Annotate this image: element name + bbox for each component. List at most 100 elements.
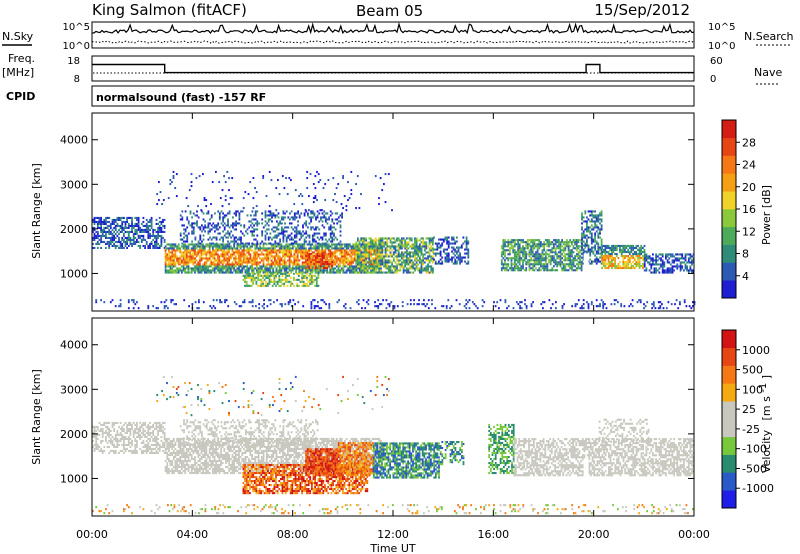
scatter-cell [119, 242, 122, 245]
scatter-cell [324, 234, 327, 237]
scatter-cell [407, 243, 410, 246]
scatter-cell [149, 242, 151, 245]
scatter-cell [671, 269, 674, 272]
scatter-cell [381, 261, 384, 264]
scatter-cell [145, 222, 148, 225]
scatter-cell [124, 240, 127, 243]
scatter-cell [139, 228, 142, 231]
scatter-cell [601, 259, 603, 262]
scatter-cell [320, 216, 322, 219]
scatter-cell [212, 222, 215, 225]
scatter-cell [467, 262, 470, 265]
scatter-cell [652, 261, 654, 264]
cpid-value: normalsound (fast) -157 RF [96, 91, 266, 104]
scatter-cell [264, 216, 267, 219]
scatter-cell [597, 242, 600, 245]
scatter-cell [126, 216, 128, 219]
scatter-cell [687, 261, 690, 264]
scatter-cell [131, 226, 133, 229]
scatter-cell [525, 241, 528, 244]
scatter-cell [433, 258, 435, 261]
scatter-cell [559, 259, 562, 262]
scatter-cell [452, 256, 455, 259]
scatter-cell [288, 249, 291, 252]
scatter-cell [227, 212, 229, 215]
scatter-cell [321, 216, 324, 219]
scatter-cell [668, 269, 671, 272]
scatter-cell [318, 247, 320, 250]
scatter-cell [379, 263, 382, 266]
scatter-cell [428, 255, 431, 258]
scatter-cell [567, 241, 570, 244]
scatter-cell [187, 232, 190, 235]
scatter-cell [215, 267, 218, 270]
scatter-cell [355, 263, 358, 266]
scatter-cell [293, 234, 296, 237]
scatter-cell [324, 249, 327, 252]
scatter-cell [124, 224, 127, 227]
scatter-cell [189, 253, 191, 256]
scatter-cell [144, 224, 146, 227]
scatter-cell [200, 269, 203, 272]
scatter-cell [239, 257, 242, 260]
scatter-cell [541, 249, 544, 252]
scatter-cell [92, 246, 94, 249]
scatter-cell [195, 253, 198, 256]
scatter-cell [522, 249, 524, 252]
scatter-cell [589, 258, 592, 261]
scatter-cell [571, 267, 573, 270]
scatter-cell [285, 240, 288, 243]
scatter-cell [233, 263, 235, 266]
scatter-cell [194, 259, 196, 262]
scatter-cell [145, 230, 148, 233]
scatter-cell [311, 276, 313, 279]
scatter-cell [528, 255, 531, 258]
scatter-cell [98, 222, 101, 225]
scatter-cell [671, 265, 674, 268]
scatter-cell [246, 265, 249, 268]
scatter-cell [683, 269, 685, 272]
scatter-cell [313, 240, 316, 243]
scatter-cell [356, 175, 359, 178]
scatter-cell [425, 247, 428, 250]
scatter-cell [344, 261, 346, 264]
scatter-cell [386, 237, 389, 240]
scatter-cell [261, 240, 264, 243]
scatter-cell [298, 267, 301, 270]
scatter-cell [210, 253, 213, 256]
scatter-cell [280, 284, 282, 287]
scatter-cell [265, 269, 268, 272]
scatter-cell [177, 271, 180, 274]
scatter-cell [212, 267, 214, 270]
scatter-cell [627, 257, 630, 260]
scatter-cell [312, 201, 315, 204]
scatter-cell [236, 263, 239, 266]
scatter-cell [270, 274, 272, 277]
scatter-cell [194, 238, 197, 241]
scatter-cell [291, 245, 294, 248]
scatter-cell [210, 261, 213, 264]
scatter-cell [194, 253, 196, 256]
scatter-cell [238, 267, 240, 270]
scatter-cell [181, 261, 183, 264]
scatter-cell [396, 255, 398, 258]
scatter-cell [316, 253, 319, 256]
scatter-cell [157, 246, 159, 249]
scatter-cell [303, 240, 306, 243]
scatter-cell [301, 249, 304, 252]
scatter-cell [635, 246, 638, 249]
scatter-cell [396, 239, 398, 242]
scatter-cell [345, 247, 348, 250]
scatter-cell [282, 216, 285, 219]
scatter-cell [407, 259, 410, 262]
scatter-cell [339, 240, 342, 243]
scatter-cell [300, 243, 302, 246]
scatter-cell [315, 257, 317, 260]
scatter-cell [207, 226, 210, 229]
scatter-cell [257, 263, 260, 266]
scatter-cell [296, 259, 299, 262]
scatter-cell [310, 216, 312, 219]
scatter-cell [317, 276, 320, 279]
scatter-cell [557, 247, 560, 250]
scatter-cell [197, 265, 200, 268]
